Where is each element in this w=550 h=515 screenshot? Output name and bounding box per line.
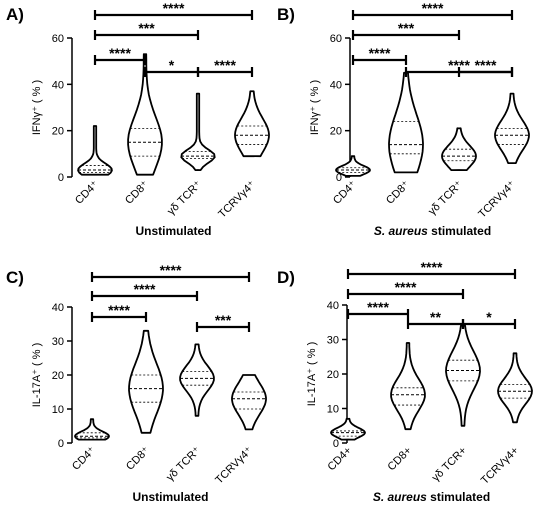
- significance-label: ****: [108, 302, 130, 318]
- y-tick-label: 60: [52, 33, 64, 45]
- y-axis-label: IFNγ⁺ ( % ): [31, 80, 43, 135]
- significance-label: *: [486, 309, 492, 325]
- significance-label: ****: [395, 279, 417, 295]
- panel-c: C) 0 10 20 30 40 IL-17A⁺ ( % ) CD4⁺ CD8⁺ γδ TCR⁺ T…: [6, 262, 267, 504]
- significance-label: ***: [398, 20, 415, 36]
- y-tick-label: 10: [327, 404, 339, 416]
- significance-label: ****: [422, 0, 444, 16]
- significance-label: ****: [448, 57, 470, 73]
- x-axis-title: S. aureus stimulated: [373, 490, 490, 504]
- significance-label: ****: [134, 281, 156, 297]
- violin-shape: [494, 92, 530, 164]
- x-category-label: γδ TCR⁺: [165, 179, 204, 218]
- y-tick-label: 0: [58, 438, 64, 450]
- x-axis-title-text: stimulated: [431, 224, 491, 238]
- x-category-label: γδ TCR⁺: [426, 179, 465, 218]
- violin-shape: [127, 53, 163, 176]
- y-tick-label: 20: [52, 126, 64, 138]
- x-category-label: CD8⁺: [124, 444, 152, 472]
- y-tick-label: 30: [327, 335, 339, 347]
- significance-label: ****: [214, 57, 236, 73]
- panel-letter: D): [277, 268, 295, 287]
- x-category-label: TCRVγ4⁺: [213, 445, 255, 487]
- x-axis-title: Unstimulated: [132, 490, 208, 504]
- y-tick-label: 40: [52, 79, 64, 91]
- x-category-label: CD4+: [326, 445, 355, 474]
- x-category-label: γδ TCR+: [430, 445, 469, 484]
- violin-shape: [74, 418, 110, 441]
- violin-shape: [128, 329, 164, 434]
- y-axis-label: IFNγ⁺ ( % ): [309, 80, 321, 135]
- y-tick-label: 60: [330, 33, 342, 45]
- x-category-label: TCRVγ4+: [479, 445, 521, 487]
- violin-shape: [390, 342, 426, 431]
- violin-shape: [445, 324, 481, 427]
- y-tick-label: 0: [58, 172, 64, 184]
- y-axis-label: IL-17A⁺ ( % ): [31, 343, 43, 408]
- violin-shape: [231, 374, 267, 431]
- x-axis-title-italic: S. aureus: [373, 490, 430, 504]
- x-axis-title-text: Unstimulated: [132, 490, 208, 504]
- significance-label: ***: [138, 20, 155, 36]
- y-tick-label: 30: [52, 336, 64, 348]
- significance-label: ****: [475, 57, 497, 73]
- x-category-label: TCRVγ4⁺: [216, 179, 258, 221]
- x-axis-title-text: Unstimulated: [135, 224, 211, 238]
- y-tick-label: 20: [330, 126, 342, 138]
- x-category-label: γδ TCR⁺: [164, 445, 203, 484]
- panel-letter: B): [277, 5, 295, 24]
- violin-shape: [180, 92, 216, 171]
- significance-label: ***: [215, 312, 232, 328]
- violin-shape: [388, 71, 424, 174]
- significance-label: *: [169, 57, 175, 73]
- significance-label: ****: [163, 0, 185, 16]
- x-category-label: CD8⁺: [123, 178, 151, 206]
- y-tick-label: 20: [327, 369, 339, 381]
- significance-label: ****: [367, 299, 389, 315]
- violin-shape: [234, 90, 270, 158]
- x-category-label: CD8⁺: [384, 178, 412, 206]
- y-tick-label: 20: [52, 370, 64, 382]
- y-tick-label: 10: [52, 404, 64, 416]
- x-category-label: CD8+: [386, 445, 415, 474]
- significance-label: **: [430, 309, 441, 325]
- violin-shape: [77, 125, 113, 176]
- y-tick-label: 40: [52, 302, 64, 314]
- violin-shape: [179, 343, 215, 417]
- x-category-label: TCRVγ4⁺: [476, 179, 518, 221]
- y-tick-label: 0: [333, 438, 339, 450]
- x-axis-title: Unstimulated: [135, 224, 211, 238]
- y-tick-label: 40: [330, 79, 342, 91]
- panel-letter: C): [6, 268, 24, 287]
- significance-label: ****: [369, 45, 391, 61]
- significance-label: ****: [160, 262, 182, 278]
- y-tick-label: 40: [327, 300, 339, 312]
- panel-a: A) 0 20 40 60 IFNγ⁺ ( % ) CD4⁺ CD8⁺ γδ TCR⁺ TCRVγ…: [6, 0, 270, 238]
- y-axis-label: IL-17A⁺ ( % ): [306, 342, 318, 407]
- significance-label: ****: [109, 45, 131, 61]
- x-category-label: CD4⁺: [70, 444, 98, 472]
- x-axis-title-italic: S. aureus: [374, 224, 431, 238]
- y-tick-label: 0: [336, 172, 342, 184]
- x-axis-title: S. aureus stimulated: [374, 224, 491, 238]
- violin-shape: [497, 352, 533, 424]
- x-category-label: CD4⁺: [73, 178, 101, 206]
- x-axis-title-text: stimulated: [430, 490, 490, 504]
- panel-d: D) 0 10 20 30 40 IL-17A⁺ ( % ) CD4+ CD8+ γδ TCR+ T…: [277, 259, 533, 504]
- significance-label: ****: [421, 259, 443, 275]
- violin-shape: [335, 155, 371, 177]
- panel-letter: A): [6, 5, 24, 24]
